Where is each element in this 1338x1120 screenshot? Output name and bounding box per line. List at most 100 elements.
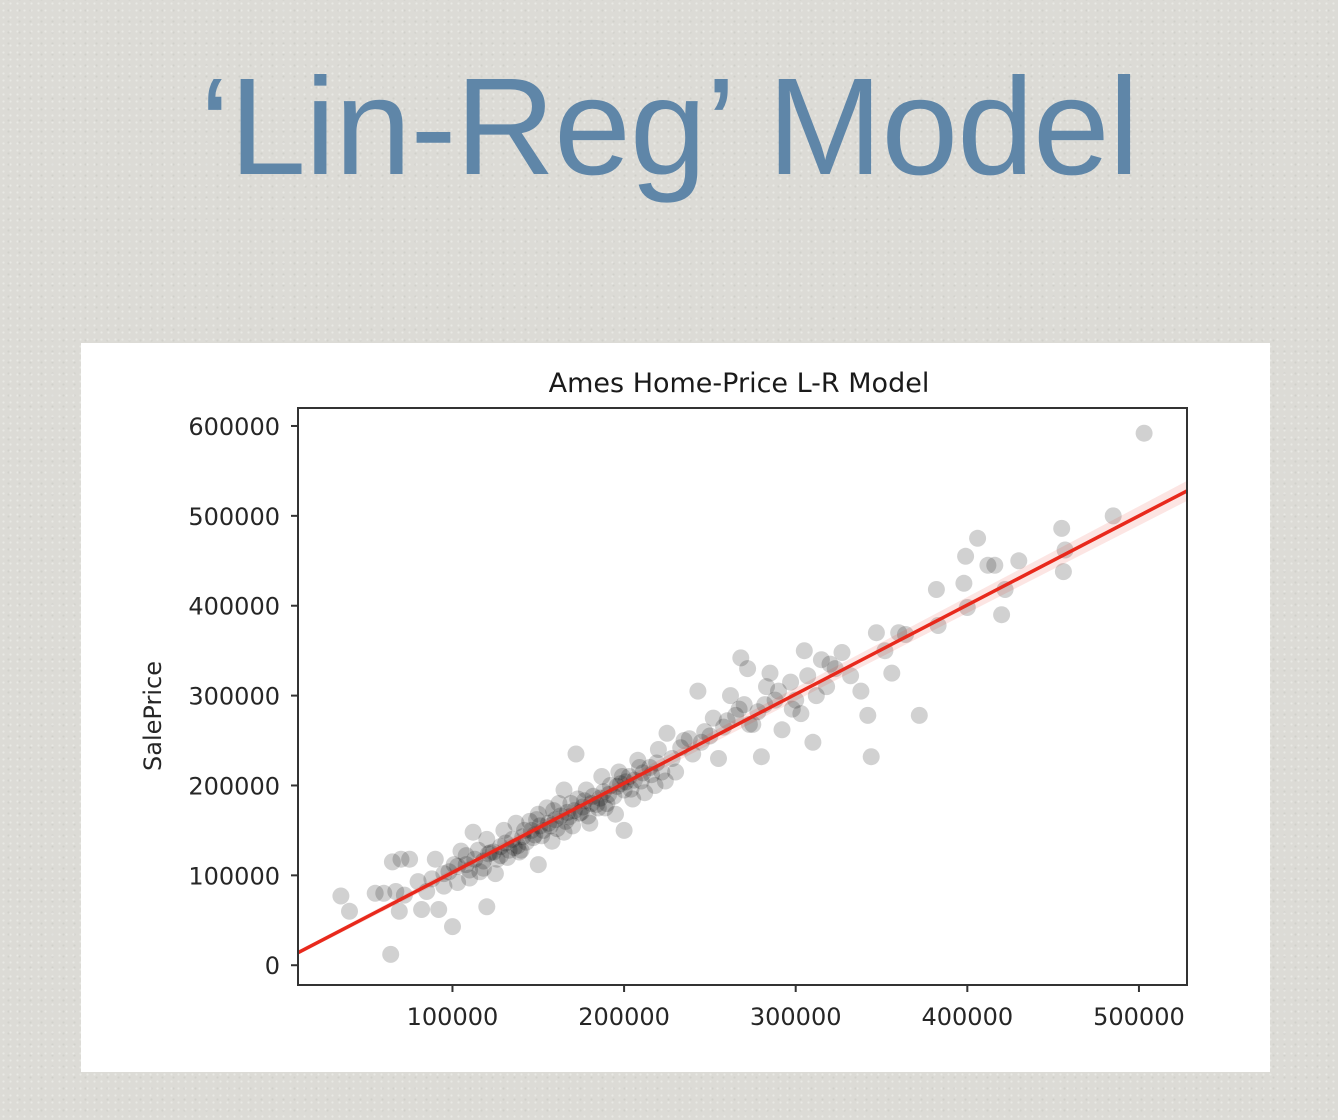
data-point [852, 682, 870, 700]
data-point [545, 802, 563, 820]
data-point [761, 664, 779, 682]
data-point [538, 799, 556, 817]
data-point [461, 869, 479, 887]
data-point [752, 748, 770, 766]
data-point [739, 660, 757, 678]
data-point [375, 884, 393, 902]
data-point [680, 730, 698, 748]
x-tick-label: 400000 [922, 1003, 1014, 1031]
data-point [543, 832, 561, 850]
data-point [341, 902, 358, 920]
data-point [596, 799, 614, 817]
data-point [1104, 507, 1122, 525]
data-point [401, 850, 419, 868]
data-point [598, 795, 616, 812]
regression-line-group [297, 480, 1188, 955]
data-point [799, 667, 817, 685]
data-point [589, 799, 607, 817]
data-point [478, 898, 496, 916]
data-point [555, 823, 573, 841]
y-tick-label: 400000 [188, 593, 280, 621]
data-point [727, 706, 745, 724]
chart-title: Ames Home-Price L-R Model [549, 368, 930, 399]
data-point [607, 805, 624, 823]
data-point [529, 856, 547, 874]
data-point [910, 706, 928, 724]
data-point [732, 649, 750, 667]
data-point [1054, 563, 1072, 581]
data-point [622, 780, 640, 798]
data-point [577, 781, 595, 799]
data-point [996, 581, 1014, 598]
data-points [332, 424, 1153, 963]
data-point [1010, 552, 1028, 570]
y-axis-label: SalePrice [139, 661, 167, 771]
data-point [423, 870, 441, 888]
data-point [636, 784, 654, 802]
data-point [383, 853, 401, 871]
data-point [495, 821, 513, 839]
data-point [696, 723, 714, 741]
data-point [842, 667, 860, 685]
data-point [821, 655, 839, 673]
data-point [555, 781, 573, 799]
data-point [521, 812, 539, 830]
data-point [387, 883, 405, 900]
data-point [656, 772, 674, 790]
data-point [510, 843, 528, 861]
data-point [833, 644, 851, 661]
data-point [567, 745, 585, 763]
x-tick-label: 300000 [750, 1003, 842, 1031]
data-point [392, 850, 410, 868]
data-point [658, 724, 676, 742]
data-point [533, 827, 551, 845]
slide-title: ‘Lin-Reg’ Model [199, 50, 1140, 204]
data-point [498, 848, 516, 866]
data-point [818, 678, 836, 696]
data-point [579, 807, 597, 825]
data-point [620, 768, 638, 785]
data-point [528, 811, 546, 829]
data-point [1056, 541, 1074, 559]
data-point [955, 574, 973, 592]
data-point [430, 901, 448, 918]
data-point [593, 768, 611, 785]
data-point [409, 873, 427, 891]
data-point [488, 850, 506, 868]
data-point [449, 874, 467, 891]
data-point [979, 556, 997, 574]
data-point [512, 841, 530, 859]
data-point [469, 841, 487, 859]
data-point [581, 814, 599, 832]
data-point [548, 820, 566, 838]
data-point [478, 830, 496, 848]
data-point [807, 687, 825, 705]
data-point [444, 918, 461, 936]
data-point [710, 750, 727, 767]
data-point [718, 712, 736, 730]
y-tick-label: 200000 [188, 772, 280, 800]
data-point [969, 529, 987, 547]
x-axis: 100000 200000 300000 400000 500000 [407, 985, 1185, 1031]
data-point [862, 748, 880, 766]
data-point [730, 700, 748, 718]
data-point [993, 606, 1011, 624]
y-tick-label: 300000 [188, 683, 280, 711]
x-tick-label: 100000 [407, 1003, 499, 1031]
data-point [390, 902, 408, 920]
data-point [859, 706, 877, 724]
data-point [927, 581, 945, 598]
data-point [867, 624, 885, 642]
data-point [704, 709, 722, 727]
chart-panel: Ames Home-Price L-R Model SalePrice 1000… [81, 343, 1270, 1072]
data-point [773, 721, 791, 739]
data-point [457, 847, 475, 865]
data-point [332, 887, 350, 905]
y-tick-label: 0 [265, 952, 280, 980]
data-point [770, 682, 787, 700]
data-point [413, 901, 431, 918]
data-point [1053, 519, 1071, 537]
data-point [486, 865, 504, 883]
y-tick-label: 500000 [188, 503, 280, 531]
data-point [722, 687, 739, 705]
